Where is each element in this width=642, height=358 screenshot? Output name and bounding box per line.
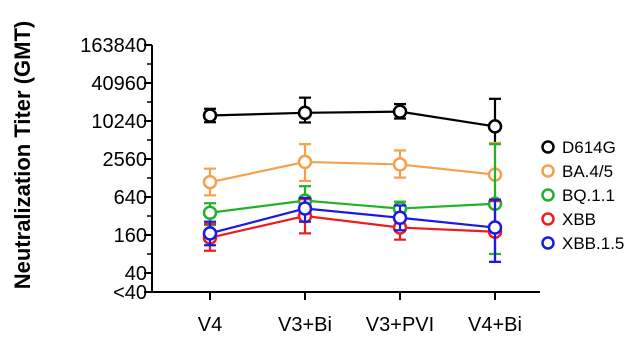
legend-marker <box>541 236 555 250</box>
legend-label: D614G <box>562 138 616 157</box>
data-point <box>202 108 218 123</box>
series-line <box>209 199 496 214</box>
data-point <box>487 220 503 235</box>
legend-label: BA.4/5 <box>562 162 613 181</box>
series-bq-1-1 <box>202 143 503 256</box>
data-point <box>202 226 218 241</box>
data-point <box>392 157 408 172</box>
data-point <box>297 201 313 216</box>
legend-marker <box>541 188 555 202</box>
y-tick-label: 40960 <box>91 73 147 95</box>
series-ba-4-5 <box>202 141 503 208</box>
series-line <box>209 214 496 239</box>
legend-marker <box>541 140 555 154</box>
x-tick-label: V4 <box>198 314 222 336</box>
data-point <box>202 205 218 221</box>
data-point <box>297 154 313 170</box>
data-point <box>202 174 218 190</box>
legend-label: BQ.1.1 <box>562 186 615 205</box>
x-tick-label: V4+Bi <box>468 314 522 336</box>
legend-label: XBB <box>562 210 596 229</box>
series-layer <box>202 96 503 263</box>
series-xbb-1-5 <box>202 196 503 263</box>
x-tick-label: V3+PVI <box>366 314 434 336</box>
y-tick-label: <40 <box>113 282 147 304</box>
series-line <box>209 207 496 235</box>
series-d614g <box>202 96 503 145</box>
series-line <box>209 110 496 128</box>
data-point <box>487 119 503 134</box>
data-point <box>392 104 408 119</box>
legend-marker <box>541 212 555 226</box>
data-point <box>392 210 408 226</box>
axes <box>144 44 540 300</box>
tick-labels: 163840 40960 10240 2560 640 160 40<40 V4 V3+Bi V3… <box>80 35 522 336</box>
legend: D614G BA.4/5 BQ.1.1 XBB XBB.1.5 <box>541 138 624 253</box>
x-tick-label: V3+Bi <box>278 314 332 336</box>
y-tick-label: 40 <box>125 263 147 285</box>
data-point <box>297 105 313 121</box>
y-tick-label: 2560 <box>103 149 148 171</box>
y-tick-label: 10240 <box>91 111 147 133</box>
y-tick-label: 163840 <box>80 35 147 57</box>
y-axis-title: Neutralization Titer (GMT) <box>10 21 35 290</box>
y-tick-label: 640 <box>114 187 147 209</box>
series-line <box>209 160 496 184</box>
y-tick-label: 160 <box>114 225 147 247</box>
legend-label: XBB.1.5 <box>562 234 624 253</box>
legend-marker <box>541 164 555 178</box>
